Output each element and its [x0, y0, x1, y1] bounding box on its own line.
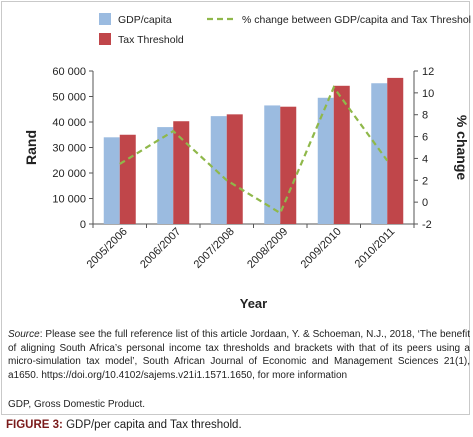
bar-tax-threshold — [173, 121, 190, 224]
y-tick-label: 60 000 — [52, 66, 86, 78]
chart: GDP/capita Tax Threshold % change between … — [23, 13, 471, 311]
y2-axis-title: % change — [454, 115, 470, 181]
y2-tick-label: -2 — [422, 219, 432, 231]
bar-tax-threshold — [119, 134, 136, 224]
y2-tick-label: 4 — [422, 153, 428, 165]
source-label: Source — [8, 329, 40, 340]
y2-tick-label: 12 — [422, 66, 434, 78]
bar-gdp-capita — [317, 97, 334, 224]
bar-tax-threshold — [387, 77, 404, 224]
source-text: : Please see the full reference list of … — [8, 329, 470, 381]
x-tick-label: 2007/2008 — [192, 226, 237, 271]
bar-gdp-capita — [157, 127, 174, 224]
x-tick-label: 2008/2009 — [245, 226, 290, 271]
y-tick-label: 20 000 — [52, 168, 86, 180]
legend-label-0: GDP/capita — [118, 14, 172, 26]
y-tick-label: 50 000 — [52, 92, 86, 104]
x-tick-label: 2010/2011 — [353, 226, 398, 271]
y2-tick-label: 8 — [422, 110, 428, 122]
y2-tick-label: 10 — [422, 88, 434, 100]
bar-gdp-capita — [264, 105, 281, 224]
x-tick-label: 2006/2007 — [138, 226, 183, 271]
x-axis-title: Year — [240, 296, 267, 311]
y-tick-label: 10 000 — [52, 194, 86, 206]
legend-label-1: Tax Threshold — [118, 34, 184, 46]
y-tick-label: 30 000 — [52, 143, 86, 155]
figure-caption-text: GDP/per capita and Tax threshold. — [62, 419, 242, 431]
bar-gdp-capita — [371, 83, 388, 225]
figure-frame: GDP/capita Tax Threshold % change between … — [1, 1, 471, 415]
legend-swatch-0 — [99, 13, 111, 25]
x-tick-label: 2009/2010 — [299, 226, 344, 271]
bar-tax-threshold — [226, 114, 243, 224]
y2-tick-label: 2 — [422, 175, 428, 187]
y-tick-label: 40 000 — [52, 117, 86, 129]
y-axis-title: Rand — [23, 130, 39, 165]
bar-tax-threshold — [333, 85, 350, 224]
line-pct-change — [119, 85, 389, 215]
figure-caption: FIGURE 3: GDP/per capita and Tax thresho… — [6, 419, 242, 431]
bar-tax-threshold — [280, 106, 297, 224]
y2-tick-label: 6 — [422, 132, 428, 144]
legend-swatch-1 — [99, 33, 111, 45]
y2-tick-label: 0 — [422, 197, 428, 209]
legend-label-line: % change between GDP/capita and Tax Thre… — [242, 14, 471, 26]
y-tick-label: 0 — [80, 219, 86, 231]
figure-label: FIGURE 3: — [6, 419, 63, 431]
abbreviation-note: GDP, Gross Domestic Product. — [8, 399, 146, 410]
x-tick-label: 2005/2006 — [85, 226, 130, 271]
source-note: Source: Please see the full reference li… — [8, 328, 470, 382]
bar-gdp-capita — [210, 116, 227, 224]
bar-gdp-capita — [103, 137, 120, 224]
